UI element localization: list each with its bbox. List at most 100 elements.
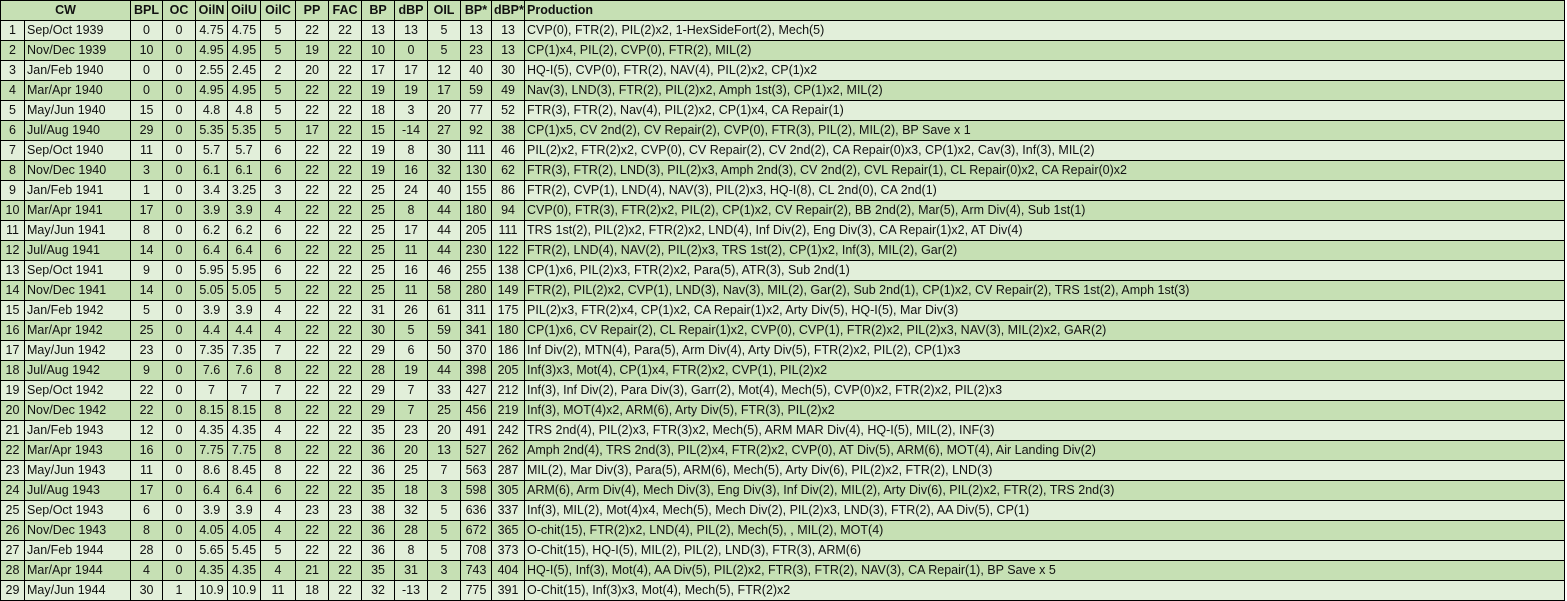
cell-oilu[interactable]: 4.95 [227, 40, 262, 61]
cell-pp[interactable]: 23 [295, 500, 330, 521]
cell-oilc[interactable]: 5 [260, 540, 297, 561]
cell-oc[interactable]: 0 [162, 300, 197, 321]
cell-row-index[interactable]: 26 [0, 520, 25, 541]
cell-oilc[interactable]: 6 [260, 160, 297, 181]
cell-bp-star[interactable]: 636 [460, 500, 493, 521]
cell-bp-star[interactable]: 130 [460, 160, 493, 181]
cell-production[interactable]: CVP(0), FTR(3), FTR(2)x2, PIL(2), CP(1)x… [524, 200, 1565, 221]
header-bp[interactable]: BP [361, 0, 396, 21]
cell-fac[interactable]: 22 [328, 260, 363, 281]
cell-cw[interactable]: Jan/Feb 1944 [23, 540, 132, 561]
cell-bpl[interactable]: 0 [130, 80, 164, 101]
cell-oilc[interactable]: 4 [260, 520, 297, 541]
cell-dbp[interactable]: 5 [394, 320, 429, 341]
cell-oilu[interactable]: 4.35 [227, 560, 262, 581]
cell-oilc[interactable]: 5 [260, 40, 297, 61]
cell-row-index[interactable]: 23 [0, 460, 25, 481]
cell-oilc[interactable]: 6 [260, 140, 297, 161]
cell-pp[interactable]: 22 [295, 300, 330, 321]
cell-oiln[interactable]: 6.2 [195, 220, 229, 241]
cell-oilc[interactable]: 6 [260, 240, 297, 261]
cell-cw[interactable]: May/Jun 1943 [23, 460, 132, 481]
cell-oilc[interactable]: 4 [260, 320, 297, 341]
cell-bp-star[interactable]: 708 [460, 540, 493, 561]
cell-bpl[interactable]: 5 [130, 300, 164, 321]
cell-production[interactable]: FTR(3), FTR(2), Nav(4), PIL(2)x2, CP(1)x… [524, 100, 1565, 121]
cell-fac[interactable]: 22 [328, 380, 363, 401]
cell-oiln[interactable]: 3.9 [195, 300, 229, 321]
cell-fac[interactable]: 22 [328, 80, 363, 101]
cell-oil[interactable]: 3 [427, 480, 462, 501]
cell-production[interactable]: Inf(3), MOT(4)x2, ARM(6), Arty Div(5), F… [524, 400, 1565, 421]
cell-oc[interactable]: 0 [162, 40, 197, 61]
cell-dbp-star[interactable]: 404 [491, 560, 526, 581]
cell-oiln[interactable]: 4.95 [195, 80, 229, 101]
cell-bp-star[interactable]: 775 [460, 580, 493, 601]
cell-oilu[interactable]: 5.35 [227, 120, 262, 141]
cell-dbp[interactable]: 8 [394, 540, 429, 561]
cell-bp[interactable]: 25 [361, 280, 396, 301]
cell-oc[interactable]: 0 [162, 420, 197, 441]
cell-dbp[interactable]: 7 [394, 400, 429, 421]
header-oilc[interactable]: OilC [260, 0, 297, 21]
cell-bp[interactable]: 17 [361, 60, 396, 81]
cell-dbp[interactable]: 6 [394, 340, 429, 361]
cell-bp[interactable]: 30 [361, 320, 396, 341]
cell-oil[interactable]: 5 [427, 520, 462, 541]
cell-row-index[interactable]: 22 [0, 440, 25, 461]
cell-bp[interactable]: 36 [361, 520, 396, 541]
cell-cw[interactable]: May/Jun 1942 [23, 340, 132, 361]
cell-oilc[interactable]: 6 [260, 220, 297, 241]
cell-oc[interactable]: 0 [162, 180, 197, 201]
cell-oil[interactable]: 61 [427, 300, 462, 321]
cell-bp[interactable]: 28 [361, 360, 396, 381]
cell-oiln[interactable]: 5.05 [195, 280, 229, 301]
cell-production[interactable]: TRS 1st(2), PIL(2)x2, FTR(2)x2, LND(4), … [524, 220, 1565, 241]
cell-oilc[interactable]: 6 [260, 480, 297, 501]
cell-fac[interactable]: 22 [328, 120, 363, 141]
cell-production[interactable]: PIL(2)x3, FTR(2)x4, CP(1)x2, CA Repair(1… [524, 300, 1565, 321]
cell-pp[interactable]: 19 [295, 40, 330, 61]
cell-pp[interactable]: 22 [295, 480, 330, 501]
cell-row-index[interactable]: 20 [0, 400, 25, 421]
cell-cw[interactable]: Jul/Aug 1943 [23, 480, 132, 501]
cell-cw[interactable]: Nov/Dec 1943 [23, 520, 132, 541]
cell-dbp-star[interactable]: 86 [491, 180, 526, 201]
cell-oiln[interactable]: 6.4 [195, 240, 229, 261]
cell-oilu[interactable]: 2.45 [227, 60, 262, 81]
cell-pp[interactable]: 22 [295, 380, 330, 401]
cell-fac[interactable]: 22 [328, 280, 363, 301]
cell-row-index[interactable]: 17 [0, 340, 25, 361]
cell-bp-star[interactable]: 398 [460, 360, 493, 381]
cell-dbp[interactable]: 18 [394, 480, 429, 501]
cell-dbp-star[interactable]: 391 [491, 580, 526, 601]
header-oilu[interactable]: OilU [227, 0, 262, 21]
cell-dbp[interactable]: 16 [394, 160, 429, 181]
cell-bp[interactable]: 19 [361, 140, 396, 161]
cell-dbp[interactable]: 8 [394, 140, 429, 161]
cell-oiln[interactable]: 4.8 [195, 100, 229, 121]
cell-oiln[interactable]: 3.4 [195, 180, 229, 201]
cell-bpl[interactable]: 12 [130, 420, 164, 441]
cell-dbp[interactable]: 31 [394, 560, 429, 581]
cell-oilu[interactable]: 4.95 [227, 80, 262, 101]
cell-bp-star[interactable]: 743 [460, 560, 493, 581]
cell-pp[interactable]: 22 [295, 420, 330, 441]
cell-dbp[interactable]: 11 [394, 240, 429, 261]
cell-oil[interactable]: 27 [427, 120, 462, 141]
header-bpl[interactable]: BPL [130, 0, 164, 21]
cell-production[interactable]: Amph 2nd(4), TRS 2nd(3), PIL(2)x4, FTR(2… [524, 440, 1565, 461]
cell-dbp-star[interactable]: 242 [491, 420, 526, 441]
cell-pp[interactable]: 22 [295, 460, 330, 481]
cell-pp[interactable]: 17 [295, 120, 330, 141]
cell-dbp-star[interactable]: 62 [491, 160, 526, 181]
cell-oilc[interactable]: 8 [260, 440, 297, 461]
cell-oilu[interactable]: 4.8 [227, 100, 262, 121]
cell-oil[interactable]: 33 [427, 380, 462, 401]
cell-bpl[interactable]: 4 [130, 560, 164, 581]
cell-oc[interactable]: 0 [162, 200, 197, 221]
cell-bp-star[interactable]: 491 [460, 420, 493, 441]
cell-bpl[interactable]: 8 [130, 520, 164, 541]
cell-oiln[interactable]: 5.95 [195, 260, 229, 281]
cell-bp[interactable]: 29 [361, 400, 396, 421]
